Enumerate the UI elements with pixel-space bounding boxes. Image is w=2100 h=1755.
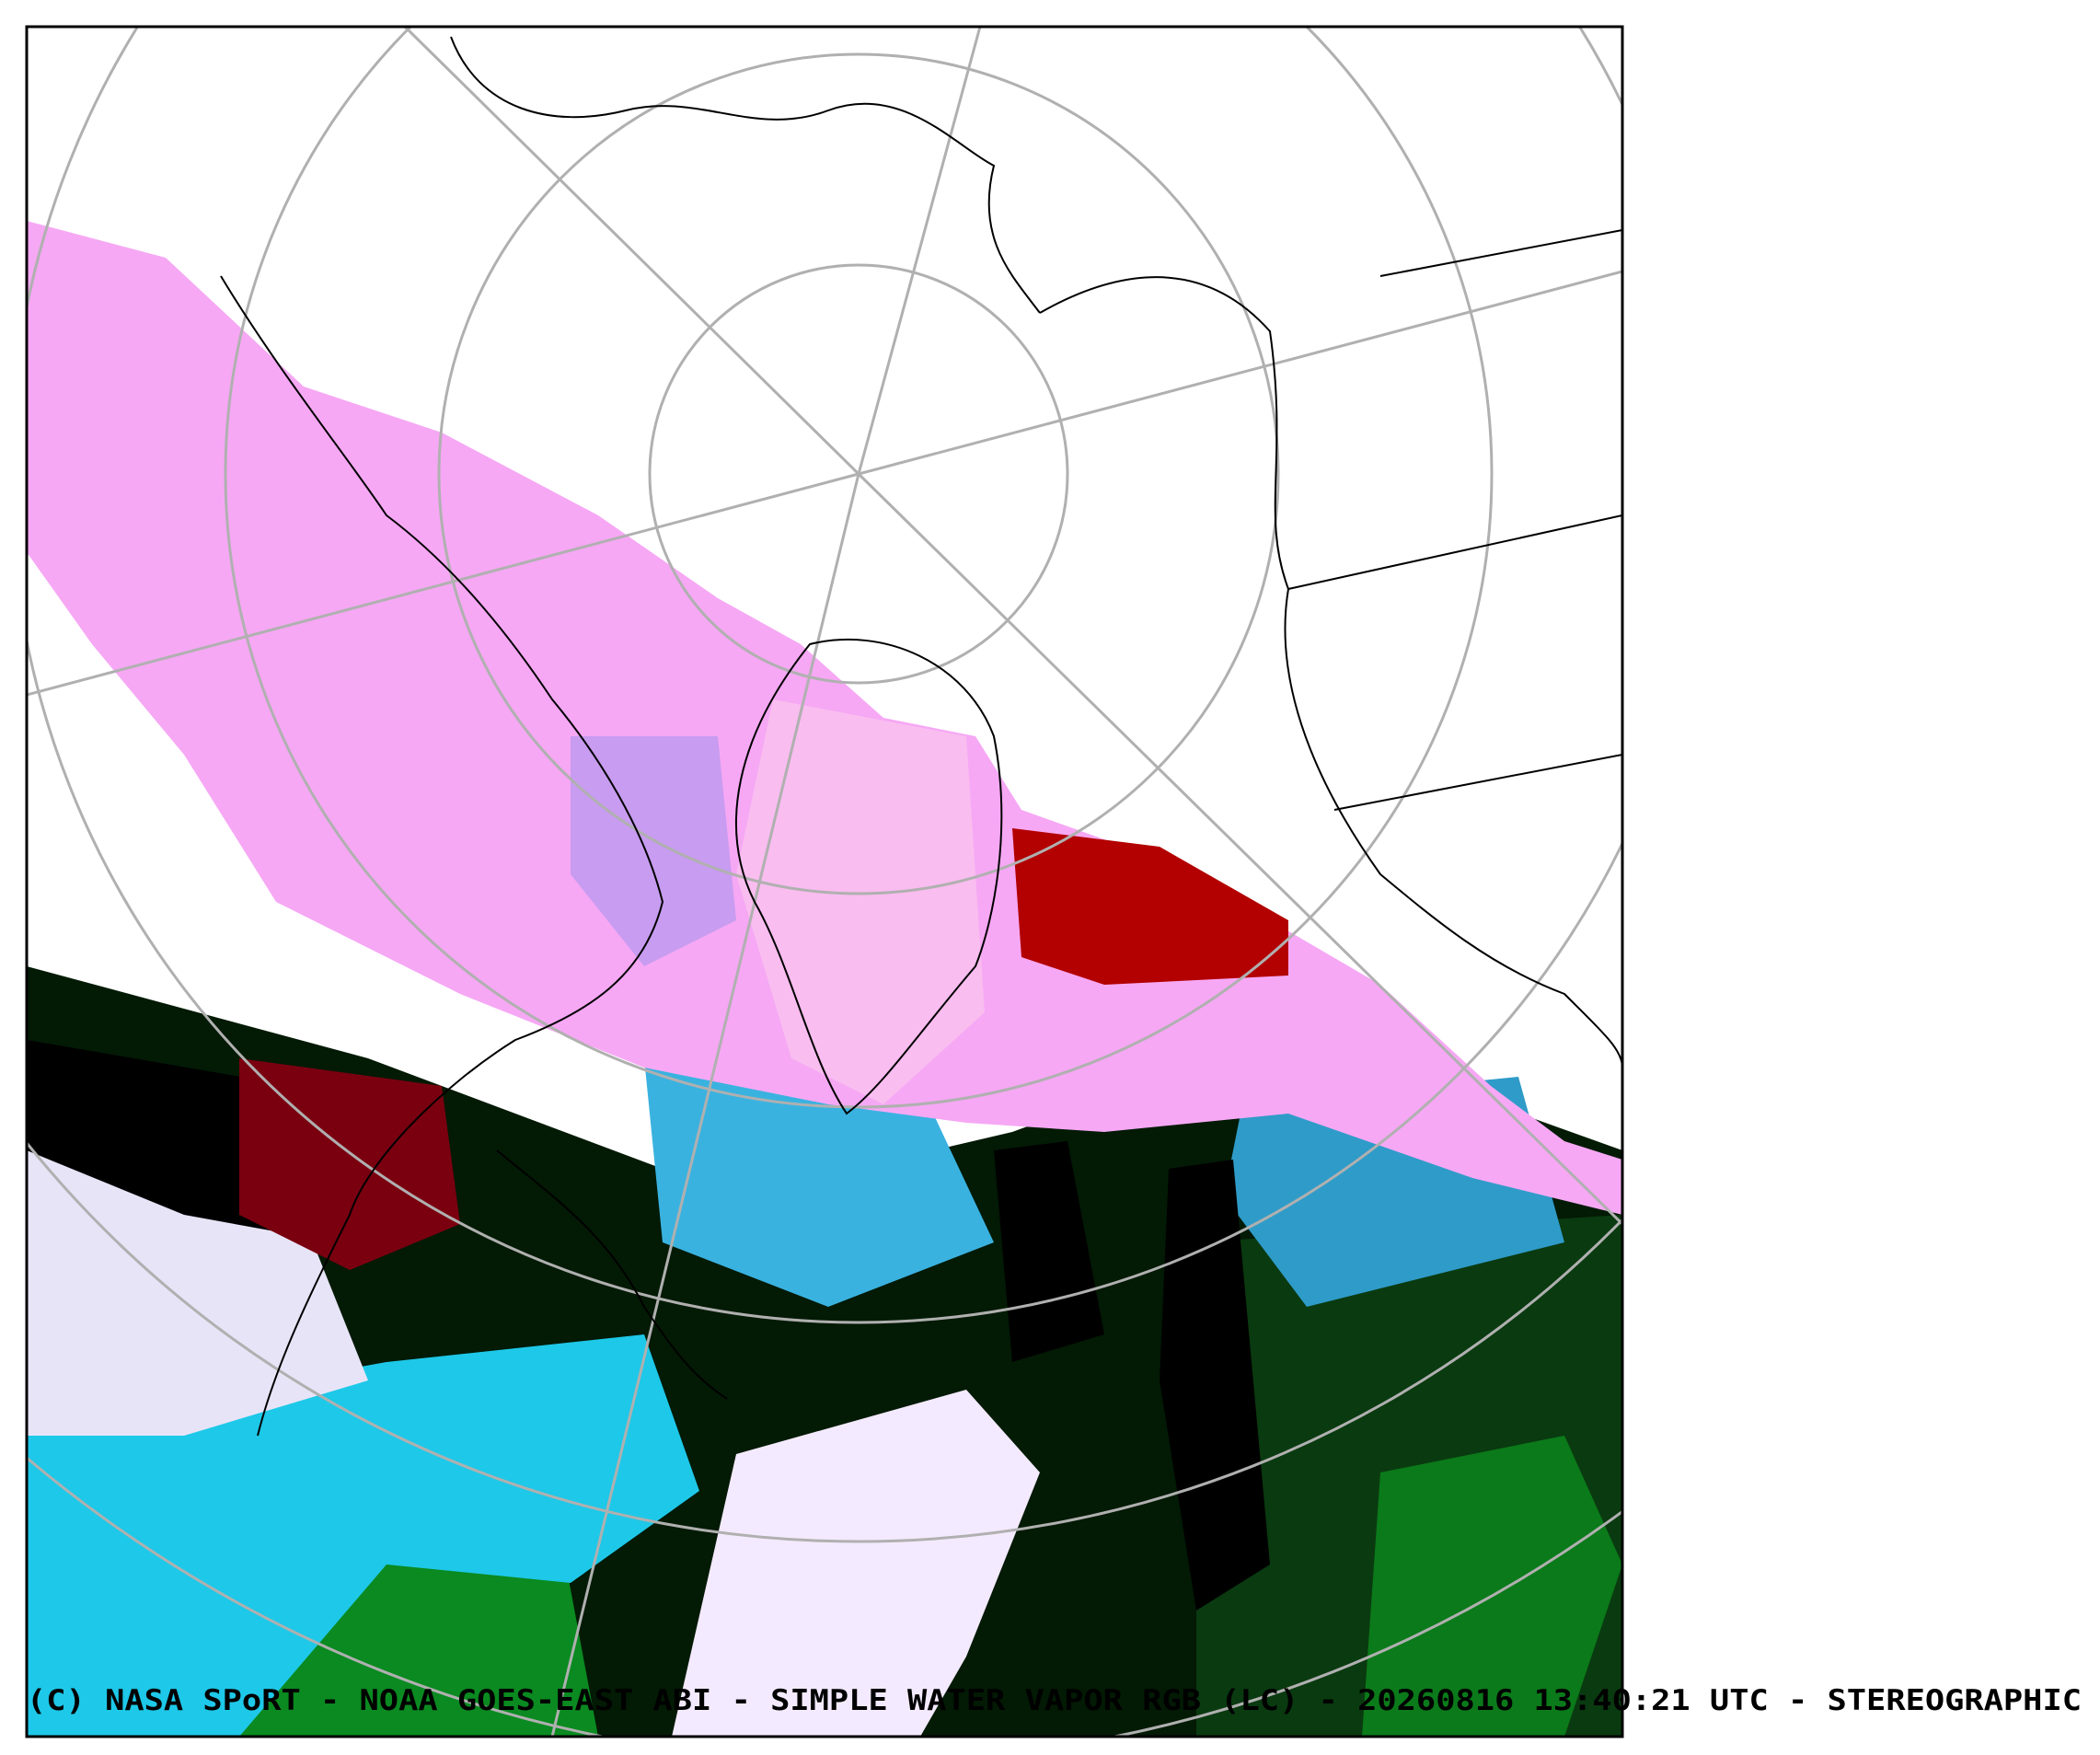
red-region <box>1012 828 1288 985</box>
map-frame <box>25 25 1624 1738</box>
coastlines <box>220 36 1622 1437</box>
light-region <box>672 1390 1040 1737</box>
dark-streak <box>1160 1160 1270 1611</box>
cyan-region <box>644 1058 994 1307</box>
red-region <box>239 1058 460 1270</box>
green-region <box>1362 1436 1622 1737</box>
cyan-region <box>27 1334 699 1737</box>
footer-caption: (C) NASA SPoRT - NOAA GOES-EAST ABI - SI… <box>27 1684 2082 1717</box>
violet-region <box>571 736 736 966</box>
